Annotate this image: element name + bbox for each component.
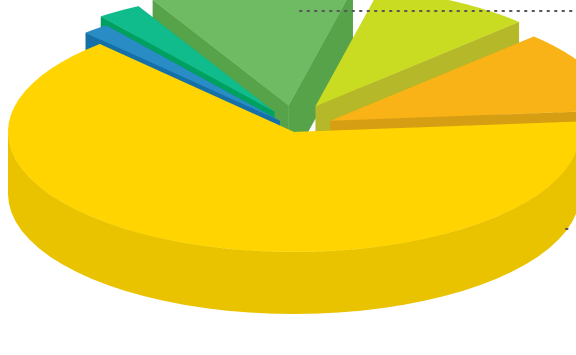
pie-slice-top bbox=[315, 0, 520, 107]
pie-slice-top bbox=[85, 25, 280, 121]
pie-slice-top bbox=[152, 0, 347, 106]
pie-slice-1 bbox=[8, 43, 576, 314]
pie-slice-top bbox=[100, 6, 275, 112]
pie-slice-cut-face bbox=[288, 0, 353, 168]
pie-slice-side bbox=[8, 132, 576, 314]
pie-slice-top bbox=[330, 36, 576, 121]
pie-slice-top bbox=[8, 44, 576, 252]
